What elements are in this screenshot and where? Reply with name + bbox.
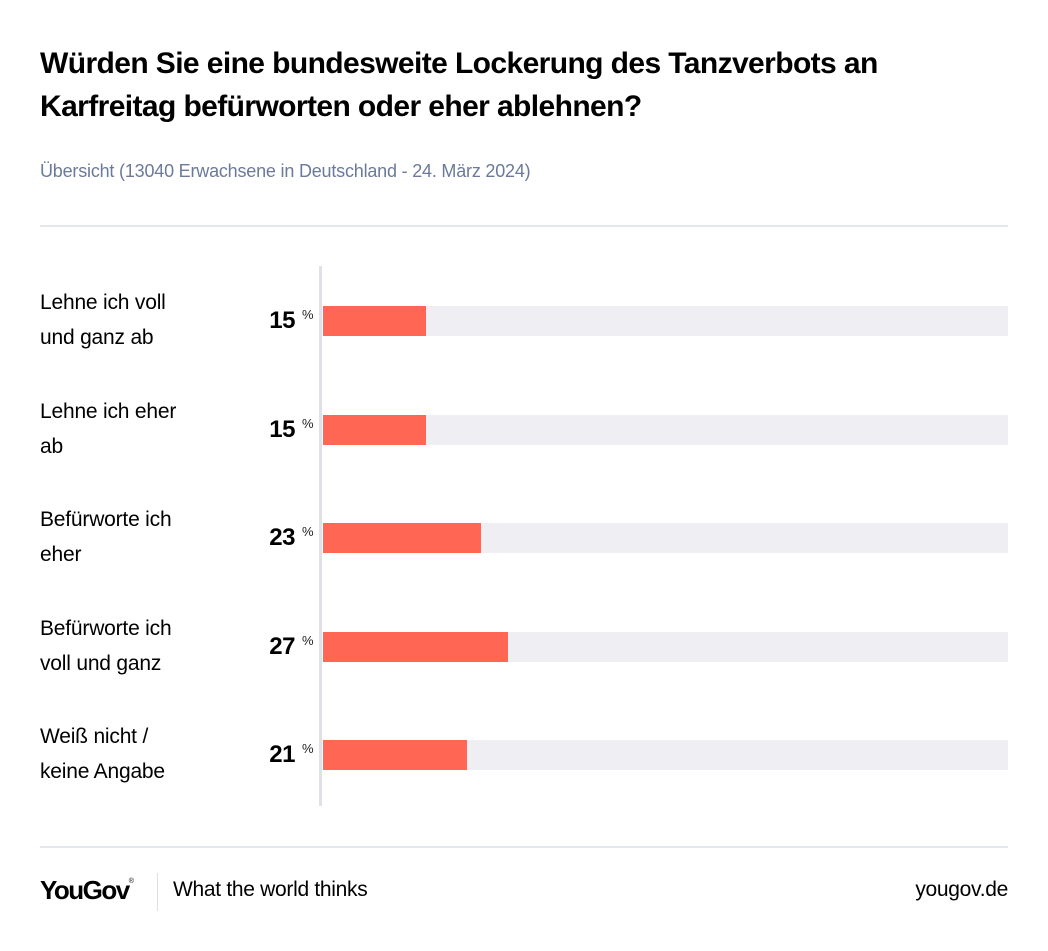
category-label-line1: Befürworte ich — [40, 508, 172, 531]
percent-sign: % — [302, 741, 314, 756]
percent-sign: % — [302, 632, 314, 648]
category-label-line1: Befürworte ich — [40, 616, 172, 640]
registered-mark: ® — [128, 878, 134, 886]
data-label: 23 — [269, 524, 295, 551]
top-divider — [40, 225, 1008, 227]
category-label: Weiß nicht / keine Angabe — [40, 719, 230, 789]
percent-sign: % — [302, 307, 314, 322]
bar-track — [323, 631, 1008, 662]
percent-sign: % — [302, 415, 314, 431]
yougov-logo: YouGov® — [40, 875, 134, 906]
bar-track — [323, 306, 1008, 336]
data-label: 27 — [269, 632, 295, 660]
category-label-line2: eher — [40, 543, 82, 566]
axis-line — [319, 266, 322, 806]
bar — [323, 631, 508, 662]
data-label: 15 — [269, 307, 295, 334]
bottom-divider — [40, 846, 1008, 848]
category-label: Befürworte ich eher — [40, 502, 230, 572]
chart-subtitle: Übersicht (13040 Erwachsene in Deutschla… — [40, 161, 531, 181]
category-label-line1: Lehne ich eher — [40, 399, 177, 423]
bar — [323, 306, 426, 336]
bar — [323, 740, 467, 770]
category-label-line2: voll und ganz — [40, 651, 162, 675]
category-label-line2: keine Angabe — [40, 760, 165, 783]
category-label-line2: und ganz ab — [40, 326, 154, 349]
percent-sign: % — [302, 524, 314, 539]
chart-title: Würden Sie eine bundesweite Lockerung de… — [40, 47, 878, 123]
category-label: Lehne ich voll und ganz ab — [40, 285, 230, 355]
category-label-line2: ab — [40, 434, 63, 458]
bar-track — [323, 523, 1008, 553]
bar-track — [323, 414, 1008, 445]
footer-separator — [157, 873, 158, 911]
bar — [323, 414, 426, 445]
category-label: Lehne ich eher ab — [40, 394, 230, 464]
logo-text: YouGov — [40, 875, 130, 905]
tagline: What the world thinks — [173, 878, 368, 901]
data-label: 21 — [269, 741, 295, 768]
site-link[interactable]: yougov.de — [915, 878, 1008, 901]
data-label: 15 — [269, 415, 295, 443]
category-label: Befürworte ich voll und ganz — [40, 611, 230, 681]
category-label-line1: Weiß nicht / — [40, 725, 149, 748]
category-label-line1: Lehne ich voll — [40, 291, 166, 314]
bar — [323, 523, 481, 553]
bar-track — [323, 740, 1008, 770]
